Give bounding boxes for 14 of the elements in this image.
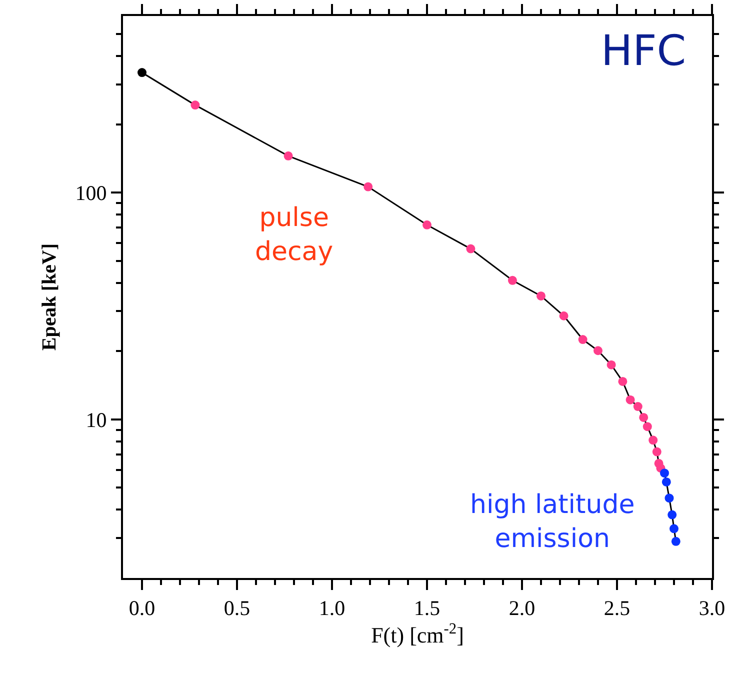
y-tick-label: 10 — [86, 408, 107, 432]
y-tick-label: 100 — [75, 180, 107, 205]
x-tick-label: 1.0 — [318, 596, 346, 620]
x-axis-title: F(t) [cm$^{-2}$] — [371, 620, 464, 648]
chart-title: HFC — [601, 26, 686, 75]
x-tick-label: 3.0 — [698, 596, 726, 620]
x-tick-label: 2.5 — [604, 596, 630, 620]
annotation: high latitude emission — [470, 490, 635, 554]
x-tick-label: 1.5 — [414, 596, 440, 620]
y-axis-title: Epeak [keV] — [38, 243, 60, 351]
annotation: pulse decay — [255, 203, 334, 267]
x-tick-label: 2.0 — [508, 596, 536, 620]
x-tick-label: 0.0 — [128, 596, 156, 620]
x-tick-label: 0.5 — [224, 596, 250, 620]
